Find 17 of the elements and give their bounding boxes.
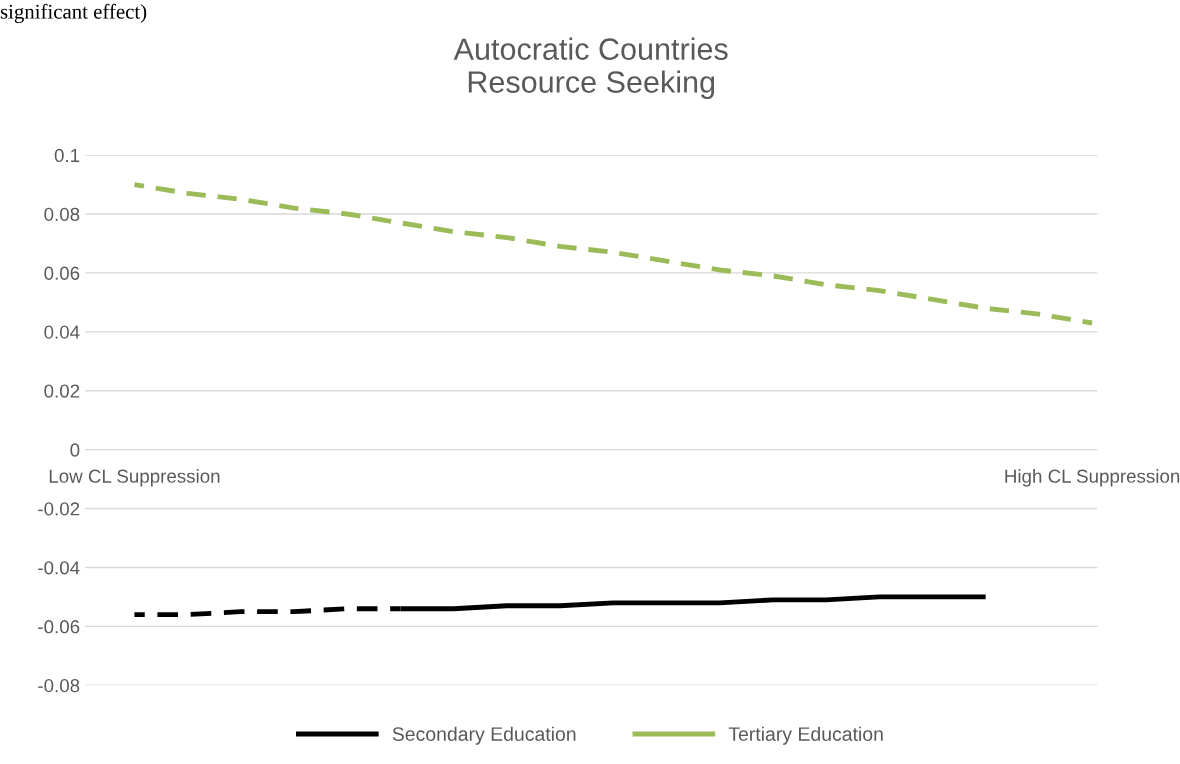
legend-label: Tertiary Education	[728, 726, 883, 745]
y-tick-label: -0.06	[38, 620, 80, 634]
text: significant effect)	[0, 3, 147, 23]
y-tick-label: 0.08	[44, 207, 80, 221]
y-tick-label: 0.02	[44, 384, 80, 398]
chart-title: Autocratic Countries Resource Seeking	[453, 37, 728, 99]
legend-label: Secondary Education	[392, 726, 576, 745]
y-tick-label: -0.02	[38, 502, 80, 516]
y-tick-label: 0.1	[54, 148, 80, 163]
x-tick-label: Low CL Suppression	[49, 469, 220, 487]
y-tick-label: -0.04	[38, 561, 80, 575]
y-tick-label: 0.06	[44, 266, 80, 280]
y-tick-label: -0.08	[38, 679, 80, 693]
line-series	[132, 182, 1095, 326]
y-tick-label: 0.04	[44, 325, 80, 339]
x-tick-label: High CL Suppression	[1005, 469, 1180, 487]
y-tick-label: 0	[70, 443, 80, 457]
